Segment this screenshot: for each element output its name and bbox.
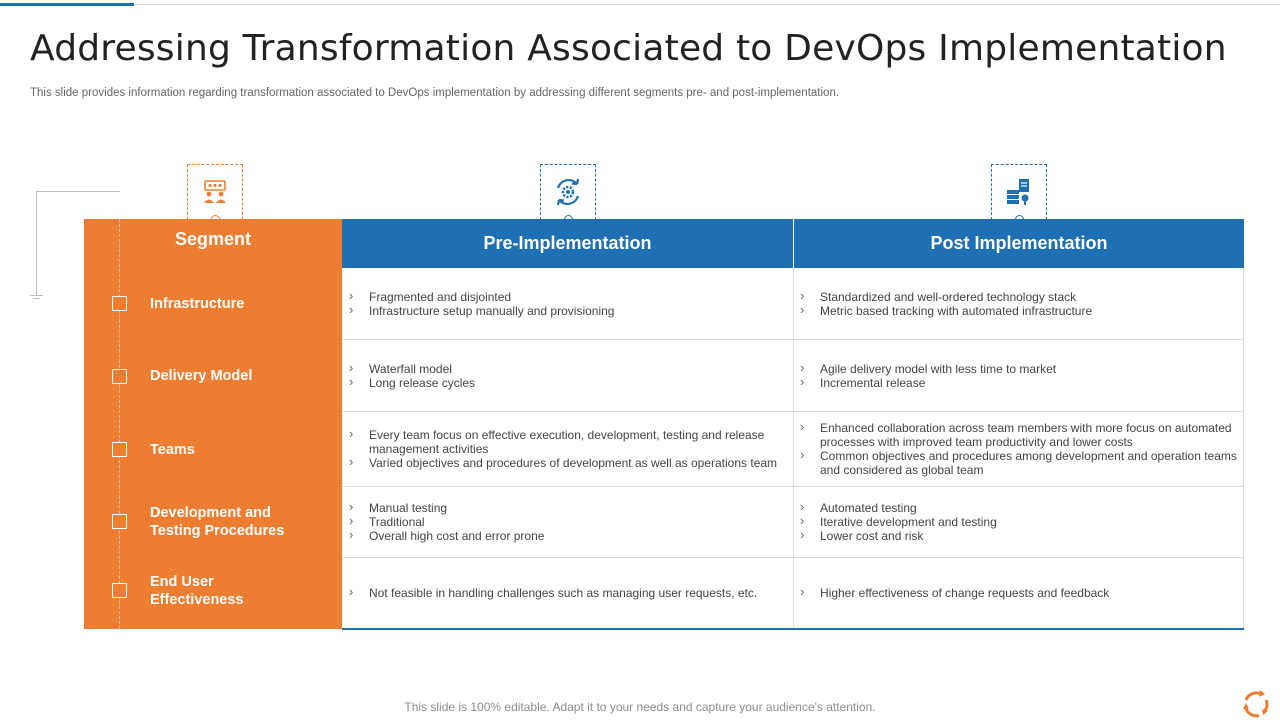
top-accent-bar (0, 3, 134, 6)
segment-header: Segment (174, 229, 252, 249)
pre-cell-end-user: Not feasible in handling challenges such… (348, 558, 788, 628)
pre-bullet: Every team focus on effective execution,… (348, 427, 788, 456)
pre-icon-box (540, 164, 596, 224)
segment-icon-box (187, 164, 243, 224)
post-implementation-header: Post Implementation (793, 219, 1244, 268)
pre-bullet: Waterfall model (348, 361, 788, 376)
segment-marker-dev-testing (112, 514, 127, 529)
pre-bullet: Infrastructure setup manually and provis… (348, 303, 788, 318)
segment-label-end-user: End User Effectiveness (150, 574, 244, 608)
slide-footer: This slide is 100% editable. Adapt it to… (404, 700, 876, 714)
post-cell-infrastructure: Standardized and well-ordered technology… (799, 268, 1239, 339)
pre-bullet: Varied objectives and procedures of deve… (348, 455, 788, 470)
connector-line-horizontal (36, 191, 120, 192)
top-rule (0, 4, 1280, 5)
server-document-icon (1007, 179, 1029, 205)
pre-cell-dev-testing: Manual testing Traditional Overall high … (348, 487, 788, 557)
segment-label-teams: Teams (150, 442, 195, 458)
grid-divider-row (342, 339, 1244, 340)
grid-divider-row (342, 411, 1244, 412)
post-bullet: Automated testing (799, 500, 1239, 515)
segment-marker-end-user (112, 583, 127, 598)
grid-border-bottom (342, 628, 1244, 630)
grid-divider-row (342, 486, 1244, 487)
pre-implementation-header: Pre-Implementation (342, 219, 793, 268)
connector-foot (30, 295, 43, 296)
segment-label-dev-testing: Development and Testing Procedures (150, 505, 285, 539)
post-bullet: Higher effectiveness of change requests … (799, 585, 1239, 600)
connector-foot-short (33, 298, 40, 299)
segment-marker-infrastructure (112, 296, 127, 311)
post-bullet: Common objectives and procedures among d… (799, 448, 1239, 477)
post-cell-delivery-model: Agile delivery model with less time to m… (799, 340, 1239, 411)
post-cell-end-user: Higher effectiveness of change requests … (799, 558, 1239, 628)
pre-bullet: Traditional (348, 514, 788, 529)
post-bullet: Iterative development and testing (799, 514, 1239, 529)
post-bullet: Agile delivery model with less time to m… (799, 361, 1239, 376)
segment-dashed-line (119, 219, 120, 629)
slide-title: Addressing Transformation Associated to … (30, 28, 1227, 69)
pre-cell-teams: Every team focus on effective execution,… (348, 412, 788, 486)
post-bullet: Incremental release (799, 375, 1239, 390)
gear-cycle-icon (556, 178, 580, 206)
segment-marker-delivery-model (112, 369, 127, 384)
grid-border-right (1243, 268, 1244, 629)
pre-cell-infrastructure: Fragmented and disjointed Infrastructure… (348, 268, 788, 339)
post-bullet: Standardized and well-ordered technology… (799, 289, 1239, 304)
segment-label-infrastructure: Infrastructure (150, 296, 245, 312)
pre-bullet: Overall high cost and error prone (348, 528, 788, 543)
slide-subtitle: This slide provides information regardin… (30, 87, 840, 99)
refresh-cycle-icon (1243, 690, 1269, 718)
segment-column: Segment Infrastructure Delivery Model Te… (84, 219, 342, 629)
pre-bullet: Not feasible in handling challenges such… (348, 585, 788, 600)
segment-marker-teams (112, 442, 127, 457)
pre-bullet: Manual testing (348, 500, 788, 515)
pre-bullet: Long release cycles (348, 375, 788, 390)
grid-divider-row (342, 557, 1244, 558)
post-bullet: Lower cost and risk (799, 528, 1239, 543)
team-meeting-icon (204, 180, 226, 203)
post-cell-teams: Enhanced collaboration across team membe… (799, 412, 1239, 486)
post-icon-box (991, 164, 1047, 224)
segment-label-delivery-model: Delivery Model (150, 368, 253, 384)
post-bullet: Metric based tracking with automated inf… (799, 303, 1239, 318)
post-cell-dev-testing: Automated testing Iterative development … (799, 487, 1239, 557)
pre-bullet: Fragmented and disjointed (348, 289, 788, 304)
post-bullet: Enhanced collaboration across team membe… (799, 420, 1239, 449)
pre-cell-delivery-model: Waterfall model Long release cycles (348, 340, 788, 411)
grid-divider-vertical (793, 268, 794, 629)
connector-line-vertical (36, 191, 37, 295)
